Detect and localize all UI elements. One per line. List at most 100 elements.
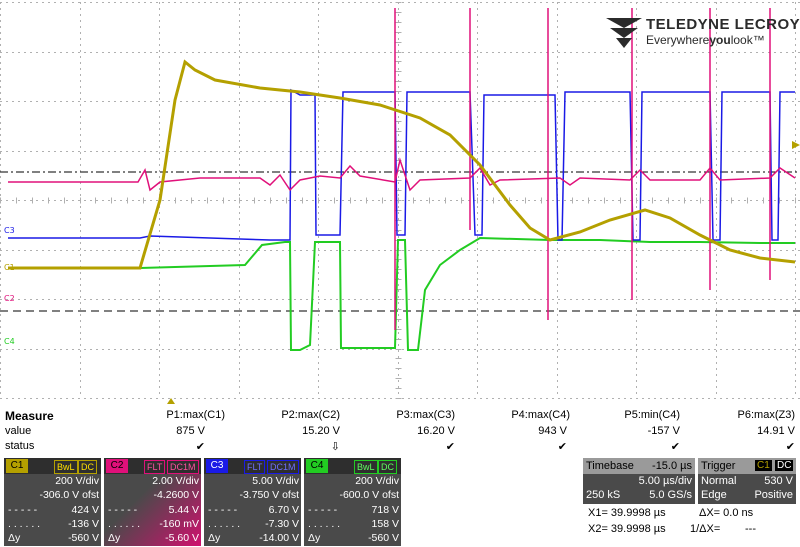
- lecroy-logo-icon: [606, 18, 642, 48]
- descriptor-c1-cursor1: - - - - -424 V: [8, 504, 99, 516]
- waveform-grid: [0, 2, 800, 404]
- trigger-coupling: DC: [775, 460, 794, 471]
- param-value-p4: 943 V: [538, 425, 567, 437]
- trigger-level: 530 V: [764, 475, 793, 487]
- param-name-p2[interactable]: P2:max(C2): [281, 409, 340, 421]
- trace-c2: [8, 157, 796, 192]
- param-status-p3: ✔: [445, 441, 455, 453]
- trigger-label: Trigger: [701, 460, 736, 472]
- descriptor-c4-name: C4: [306, 459, 328, 473]
- param-value-p2: 15.20 V: [302, 425, 340, 437]
- timebase-samples: 250 kS: [586, 489, 621, 501]
- param-status-p5: ✔: [670, 441, 680, 453]
- cursor-dx: ΔX= 0.0 ns: [699, 507, 754, 519]
- trigger-box[interactable]: Trigger C1 DC Normal 530 V Edge Positive: [698, 458, 796, 504]
- descriptor-c1-ofst: -306.0 V ofst: [39, 489, 99, 501]
- param-status-p4: ✔: [557, 441, 567, 453]
- channel-label-c1: C1: [4, 263, 15, 272]
- param-name-p6[interactable]: P6:max(Z3): [737, 409, 795, 421]
- param-name-p1[interactable]: P1:max(C1): [166, 409, 225, 421]
- trace-c1: [8, 59, 796, 270]
- status-row-label: status: [5, 440, 35, 452]
- timebase-header: Timebase -15.0 µs: [583, 458, 695, 474]
- descriptor-c3[interactable]: C3 FLT DC1M 5.00 V/div -3.750 V ofst - -…: [204, 458, 301, 546]
- param-name-p3[interactable]: P3:max(C3): [396, 409, 455, 421]
- descriptor-c4-cursor2: . . . . . . 158 V: [308, 518, 399, 530]
- channel-label-c4: C4: [4, 337, 15, 346]
- cursor-x2: X2= 39.9998 µs: [588, 523, 666, 535]
- brand-tagline: Everywhereyoulook™: [646, 33, 765, 47]
- measure-status-row: status ✔ ⇩ ✔ ✔ ✔ ✔: [0, 440, 800, 455]
- descriptor-c2-cursor2: . . . . . . -160 mV: [108, 518, 199, 530]
- descriptor-c3-filter: FLT: [244, 460, 266, 474]
- brand-name: TELEDYNE LECROY: [646, 16, 800, 33]
- param-status-p6: ✔: [785, 441, 795, 453]
- trigger-slope: Positive: [754, 489, 793, 501]
- timebase-label: Timebase: [586, 460, 634, 472]
- measure-header-row: Measure P1:max(C1) P2:max(C2) P3:max(C3)…: [0, 409, 800, 424]
- descriptor-c1[interactable]: C1 BwL DC 200 V/div -306.0 V ofst - - - …: [4, 458, 101, 546]
- trigger-level-marker[interactable]: [792, 141, 800, 149]
- trace-c3: [8, 88, 795, 241]
- descriptor-c3-vdiv: 5.00 V/div: [252, 475, 299, 487]
- descriptor-c2-coupling: DC1M: [167, 460, 199, 474]
- descriptor-c2-vdiv: 2.00 V/div: [152, 475, 199, 487]
- trigger-type: Edge: [701, 489, 727, 501]
- descriptor-c3-cursor1: - - - - -6.70 V: [208, 504, 299, 516]
- param-status-p2: ⇩: [330, 441, 340, 453]
- trigger-header: Trigger C1 DC: [698, 458, 796, 474]
- descriptor-c4-vdiv: 200 V/div: [355, 475, 399, 487]
- descriptor-c2-cursor1: - - - - -5.44 V: [108, 504, 199, 516]
- param-status-p1: ✔: [195, 441, 205, 453]
- teledyne-lecroy-logo: TELEDYNE LECROY Everywhereyoulook™: [604, 14, 800, 50]
- trace-c4: [8, 236, 795, 351]
- descriptor-c1-vdiv: 200 V/div: [55, 475, 99, 487]
- param-value-p1: 875 V: [176, 425, 205, 437]
- descriptor-c1-bw: BwL: [54, 460, 78, 474]
- grid-lines: [0, 2, 800, 399]
- descriptor-c1-cursor2: . . . . . . -136 V: [8, 518, 99, 530]
- c2-spikes: [394, 8, 771, 330]
- cursor-x1: X1= 39.9998 µs: [588, 507, 666, 519]
- descriptor-c1-delta: Δy -560 V: [8, 532, 99, 544]
- descriptor-c3-ofst: -3.750 V ofst: [239, 489, 299, 501]
- trigger-source: C1: [755, 460, 772, 471]
- cursor-inverse-value: ---: [745, 523, 756, 535]
- trigger-mode: Normal: [701, 475, 737, 487]
- descriptor-c4-ofst: -600.0 V ofst: [339, 489, 399, 501]
- grid-center-ticks: [0, 2, 796, 399]
- measure-table[interactable]: Measure P1:max(C1) P2:max(C2) P3:max(C3)…: [0, 404, 800, 456]
- timebase-box[interactable]: Timebase -15.0 µs 5.00 µs/div 250 kS 5.0…: [583, 458, 695, 504]
- value-row-label: value: [5, 425, 32, 437]
- scope-display[interactable]: TELEDYNE LECROY Everywhereyoulook™ C3 C1…: [0, 0, 800, 404]
- cursor-inverse-label: 1/ΔX=: [690, 523, 721, 535]
- descriptor-c2-delta: Δy -5.60 V: [108, 532, 199, 544]
- trigger-position-marker[interactable]: [167, 398, 175, 404]
- timebase-tdiv: 5.00 µs/div: [638, 475, 692, 487]
- channel-label-c3: C3: [4, 226, 15, 235]
- param-name-p4[interactable]: P4:max(C4): [511, 409, 570, 421]
- descriptor-c2-ofst: -4.2600 V: [153, 489, 199, 501]
- descriptor-c4-delta: Δy -560 V: [308, 532, 399, 544]
- channel-label-c2: C2: [4, 294, 15, 303]
- param-value-p6: 14.91 V: [757, 425, 795, 437]
- measure-title: Measure: [5, 409, 54, 423]
- measure-value-row: value 875 V 15.20 V 16.20 V 943 V -157 V…: [0, 425, 800, 440]
- descriptor-c3-coupling: DC1M: [267, 460, 299, 474]
- descriptor-c2-name: C2: [106, 459, 128, 473]
- descriptor-c1-coupling: DC: [78, 460, 97, 474]
- descriptor-c3-delta: Δy -14.00 V: [208, 532, 299, 544]
- descriptor-c2-filter: FLT: [144, 460, 166, 474]
- descriptor-c4-bw: BwL: [354, 460, 378, 474]
- descriptor-c3-name: C3: [206, 459, 228, 473]
- descriptor-c3-cursor2: . . . . . . -7.30 V: [208, 518, 299, 530]
- param-value-p5: -157 V: [647, 425, 680, 437]
- descriptor-c4-coupling: DC: [378, 460, 397, 474]
- descriptor-c4[interactable]: C4 BwL DC 200 V/div -600.0 V ofst - - - …: [304, 458, 401, 546]
- descriptor-c4-cursor1: - - - - -718 V: [308, 504, 399, 516]
- timebase-rate: 5.0 GS/s: [649, 489, 692, 501]
- param-value-p3: 16.20 V: [417, 425, 455, 437]
- timebase-delay: -15.0 µs: [652, 460, 692, 472]
- descriptor-c2[interactable]: C2 FLT DC1M 2.00 V/div -4.2600 V - - - -…: [104, 458, 201, 546]
- param-name-p5[interactable]: P5:min(C4): [624, 409, 680, 421]
